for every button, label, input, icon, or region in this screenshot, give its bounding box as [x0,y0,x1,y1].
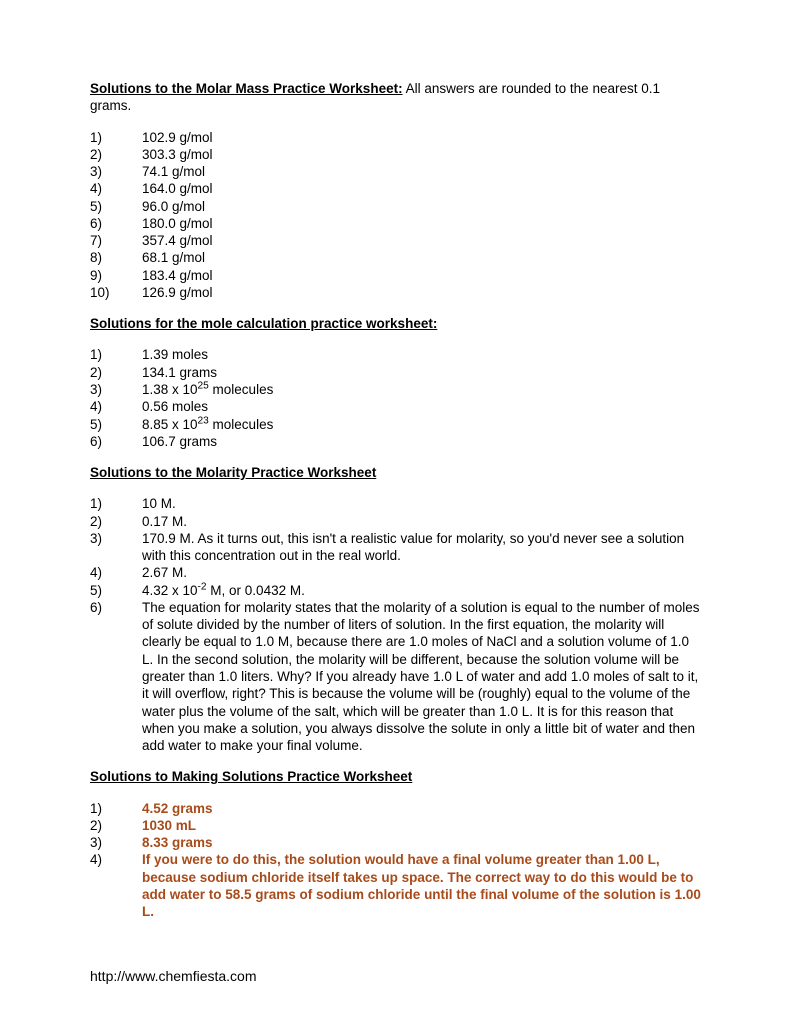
list-item: 2)303.3 g/mol [90,146,701,163]
item-value: 74.1 g/mol [142,163,701,180]
item-value: 134.1 grams [142,364,701,381]
item-number: 1) [90,129,142,146]
item-number: 6) [90,433,142,450]
list-item: 1)10 M. [90,495,701,512]
item-value: 1.38 x 1025 molecules [142,381,701,398]
item-value: 357.4 g/mol [142,232,701,249]
footer-url: http://www.chemfiesta.com [90,968,257,986]
list-item: 4)If you were to do this, the solution w… [90,851,701,920]
section1-title: Solutions to the Molar Mass Practice Wor… [90,81,403,96]
item-value: 183.4 g/mol [142,267,701,284]
list-item: 1)102.9 g/mol [90,129,701,146]
item-value: The equation for molarity states that th… [142,599,701,754]
list-item: 3)8.33 grams [90,834,701,851]
item-value: 68.1 g/mol [142,249,701,266]
item-number: 2) [90,146,142,163]
list-item: 6)106.7 grams [90,433,701,450]
item-number: 2) [90,513,142,530]
item-number: 2) [90,364,142,381]
item-number: 1) [90,495,142,512]
list-item: 7)357.4 g/mol [90,232,701,249]
list-item: 4)0.56 moles [90,398,701,415]
list-item: 8)68.1 g/mol [90,249,701,266]
list-item: 6)180.0 g/mol [90,215,701,232]
item-number: 3) [90,163,142,180]
section1-list: 1)102.9 g/mol 2)303.3 g/mol 3)74.1 g/mol… [90,129,701,302]
item-number: 10) [90,284,142,301]
list-item: 1)1.39 moles [90,346,701,363]
item-value: 1.39 moles [142,346,701,363]
item-number: 3) [90,530,142,565]
item-value: 303.3 g/mol [142,146,701,163]
item-number: 4) [90,398,142,415]
item-value: 4.52 grams [142,800,701,817]
section2-list: 1)1.39 moles 2)134.1 grams 3)1.38 x 1025… [90,346,701,450]
item-number: 1) [90,346,142,363]
section2-title: Solutions for the mole calculation pract… [90,315,701,332]
item-value: 180.0 g/mol [142,215,701,232]
item-number: 4) [90,180,142,197]
item-number: 5) [90,582,142,599]
item-number: 5) [90,416,142,433]
item-number: 3) [90,381,142,398]
list-item: 5)8.85 x 1023 molecules [90,416,701,433]
item-value: 1030 mL [142,817,701,834]
item-value: 4.32 x 10-2 M, or 0.0432 M. [142,582,701,599]
list-item: 4)2.67 M. [90,564,701,581]
item-value: 8.33 grams [142,834,701,851]
list-item: 3)1.38 x 1025 molecules [90,381,701,398]
list-item: 2)1030 mL [90,817,701,834]
item-value: 96.0 g/mol [142,198,701,215]
item-value: If you were to do this, the solution wou… [142,851,701,920]
item-number: 8) [90,249,142,266]
item-value: 170.9 M. As it turns out, this isn't a r… [142,530,701,565]
list-item: 2)134.1 grams [90,364,701,381]
item-number: 7) [90,232,142,249]
section4-list: 1)4.52 grams 2)1030 mL 3)8.33 grams 4)If… [90,800,701,921]
item-value: 0.56 moles [142,398,701,415]
item-value: 8.85 x 1023 molecules [142,416,701,433]
section-molar-mass: Solutions to the Molar Mass Practice Wor… [90,80,701,301]
item-number: 6) [90,215,142,232]
item-value: 106.7 grams [142,433,701,450]
item-value: 102.9 g/mol [142,129,701,146]
item-number: 4) [90,851,142,920]
item-number: 6) [90,599,142,754]
item-value: 0.17 M. [142,513,701,530]
list-item: 1)4.52 grams [90,800,701,817]
item-number: 9) [90,267,142,284]
section4-title: Solutions to Making Solutions Practice W… [90,768,701,785]
list-item: 5)4.32 x 10-2 M, or 0.0432 M. [90,582,701,599]
item-number: 5) [90,198,142,215]
list-item: 2)0.17 M. [90,513,701,530]
list-item: 9)183.4 g/mol [90,267,701,284]
list-item: 3)170.9 M. As it turns out, this isn't a… [90,530,701,565]
list-item: 3)74.1 g/mol [90,163,701,180]
item-number: 2) [90,817,142,834]
item-number: 3) [90,834,142,851]
section3-list: 1)10 M. 2)0.17 M. 3)170.9 M. As it turns… [90,495,701,754]
section3-title: Solutions to the Molarity Practice Works… [90,464,701,481]
item-number: 4) [90,564,142,581]
list-item: 4)164.0 g/mol [90,180,701,197]
list-item: 5)96.0 g/mol [90,198,701,215]
item-number: 1) [90,800,142,817]
item-value: 10 M. [142,495,701,512]
item-value: 126.9 g/mol [142,284,701,301]
list-item: 10)126.9 g/mol [90,284,701,301]
list-item: 6)The equation for molarity states that … [90,599,701,754]
document-page: Solutions to the Molar Mass Practice Wor… [0,0,791,1024]
item-value: 2.67 M. [142,564,701,581]
item-value: 164.0 g/mol [142,180,701,197]
